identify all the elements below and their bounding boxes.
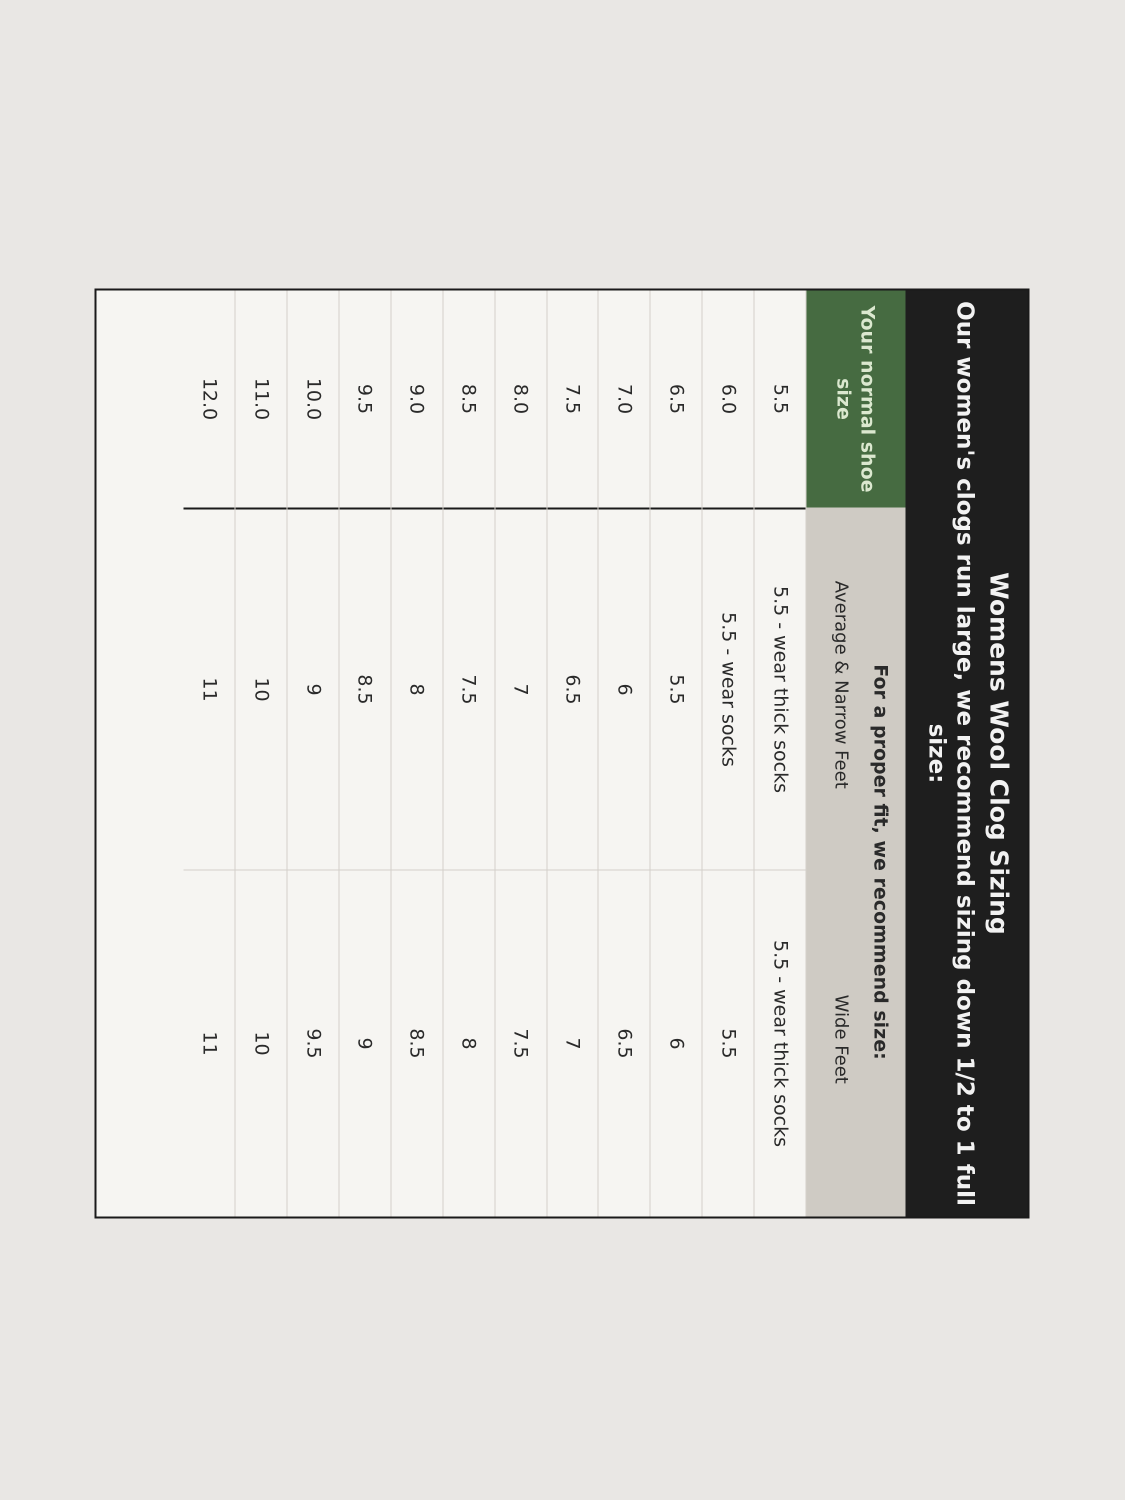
header-recommend-label: For a proper fit, we recommend size: (869, 664, 892, 1060)
cell-average-narrow: 11 (183, 509, 235, 871)
cell-wide: 11 (198, 1031, 221, 1056)
table-row: 9.5 8.5 9 (339, 290, 392, 1217)
table-row: 10.0 9 9.5 (287, 290, 340, 1217)
cell-normal-size: 10.0 (287, 290, 339, 510)
cell-normal-size: 12.0 (183, 290, 235, 510)
cell-normal-size: 11.0 (235, 290, 287, 510)
cell-average-narrow: 7 (495, 509, 547, 871)
table-row: 5.5 5.5 - wear thick socks 5.5 - wear thic… (754, 290, 807, 1217)
cell-normal-size: 8.5 (443, 290, 495, 510)
cell-normal-size: 7.0 (598, 290, 650, 510)
header-wide: Wide Feet (830, 994, 852, 1084)
table-row: 6.0 5.5 - wear socks 5.5 (702, 290, 755, 1217)
cell-average-narrow: 8.5 (339, 509, 391, 871)
cell-wide: 9 (353, 1037, 376, 1050)
cell-wide: 6.5 (613, 1028, 636, 1059)
cell-wide: 8.5 (405, 1028, 428, 1059)
sizing-chart: Womens Wool Clog Sizing Our women's clog… (94, 288, 1030, 1219)
table-row: 8.0 7 7.5 (495, 290, 548, 1217)
table-row: 9.0 8 8.5 (391, 290, 444, 1217)
table-body: 5.5 5.5 - wear thick socks 5.5 - wear thic… (183, 290, 807, 1217)
cell-wide: 7 (561, 1037, 584, 1050)
table-row: 12.0 11 11 (183, 290, 236, 1217)
cell-average-narrow: 5.5 - wear thick socks (754, 509, 806, 871)
title-band: Womens Wool Clog Sizing Our women's clog… (905, 290, 1028, 1217)
cell-average-narrow: 10 (235, 509, 287, 871)
header-average-narrow: Average & Narrow Feet (830, 580, 852, 789)
table-row: 11.0 10 10 (235, 290, 288, 1217)
table-row: 7.0 6 6.5 (598, 290, 651, 1217)
cell-normal-size: 6.5 (650, 290, 702, 510)
header-normal-size: Your normal shoe size (806, 290, 906, 508)
cell-average-narrow: 5.5 (650, 509, 702, 871)
cell-average-narrow: 7.5 (443, 509, 495, 871)
cell-wide: 9.5 (302, 1028, 325, 1059)
cell-average-narrow: 5.5 - wear socks (702, 509, 754, 871)
table-header: Your normal shoe size For a proper fit, … (806, 290, 906, 1217)
cell-wide: 5.5 - wear thick socks (769, 939, 792, 1147)
chart-subtitle: Our women's clogs run large, we recommen… (923, 301, 978, 1206)
cell-normal-size: 9.0 (391, 290, 443, 510)
header-recommend: For a proper fit, we recommend size: Ave… (806, 507, 906, 1217)
cell-normal-size: 6.0 (702, 290, 754, 510)
cell-average-narrow: 9 (287, 509, 339, 871)
cell-normal-size: 8.0 (495, 290, 547, 510)
table-row: 6.5 5.5 6 (650, 290, 703, 1217)
cell-wide: 10 (250, 1031, 273, 1056)
cell-average-narrow: 6 (598, 509, 650, 871)
table-row: 7.5 6.5 7 (547, 290, 599, 1217)
table-row: 8.5 7.5 8 (443, 290, 496, 1217)
cell-normal-size: 9.5 (339, 290, 391, 510)
cell-wide: 6 (665, 1037, 688, 1050)
cell-normal-size: 7.5 (547, 290, 598, 510)
chart-title: Womens Wool Clog Sizing (984, 572, 1014, 935)
cell-normal-size: 5.5 (754, 290, 806, 510)
cell-average-narrow: 6.5 (547, 509, 598, 871)
cell-average-narrow: 8 (391, 509, 443, 871)
cell-wide: 8 (457, 1037, 480, 1050)
cell-wide: 5.5 (717, 1028, 740, 1059)
cell-wide: 7.5 (509, 1028, 532, 1059)
